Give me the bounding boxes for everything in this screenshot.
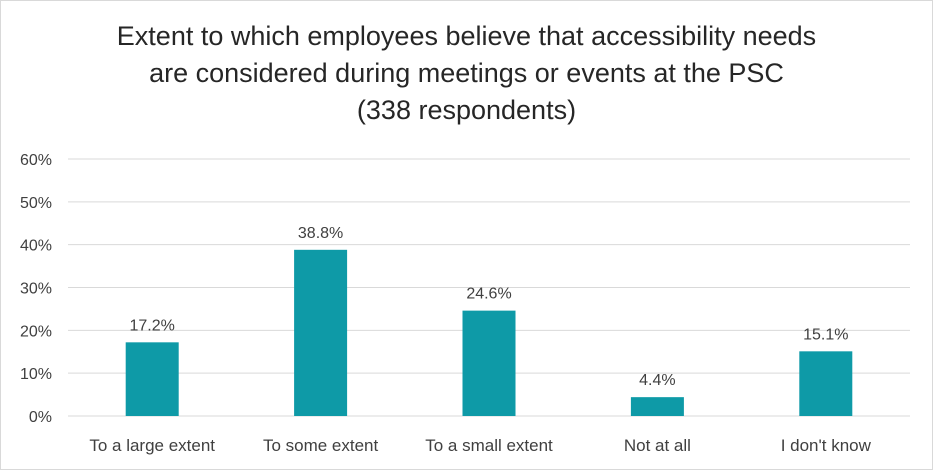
x-axis-tick-labels: To a large extent To some extent To a smal… <box>89 436 871 455</box>
y-tick-label: 30% <box>20 281 52 298</box>
data-label: 4.4% <box>639 372 675 389</box>
chart-title-line-2: are considered during meetings or events… <box>149 58 784 88</box>
data-label: 17.2% <box>130 317 175 334</box>
y-tick-label: 40% <box>20 238 52 255</box>
y-tick-label: 60% <box>20 152 52 169</box>
data-label: 15.1% <box>803 326 848 343</box>
x-tick-label: Not at all <box>624 436 691 455</box>
y-tick-label: 20% <box>20 323 52 340</box>
data-label: 24.6% <box>466 286 511 303</box>
y-tick-label: 10% <box>20 366 52 383</box>
bar <box>799 351 853 416</box>
bar <box>125 342 179 416</box>
x-tick-label: I don't know <box>781 436 872 455</box>
chart-title-line-1: Extent to which employees believe that a… <box>116 21 817 51</box>
bar <box>294 249 348 416</box>
bar <box>462 310 516 416</box>
chart-title: Extent to which employees believe that a… <box>0 18 933 129</box>
x-tick-label: To some extent <box>263 436 379 455</box>
bar <box>630 397 684 416</box>
x-tick-label: To a small extent <box>425 436 553 455</box>
chart-title-line-3: (338 respondents) <box>356 95 577 125</box>
x-tick-label: To a large extent <box>89 436 215 455</box>
y-tick-label: 0% <box>29 409 52 426</box>
bars <box>125 249 853 416</box>
y-tick-label: 50% <box>20 195 52 212</box>
y-axis-tick-labels: 0% 10% 20% 30% 40% 50% 60% <box>20 152 52 426</box>
data-label: 38.8% <box>298 225 343 242</box>
data-labels: 17.2% 38.8% 24.6% 4.4% 15.1% <box>130 225 849 389</box>
